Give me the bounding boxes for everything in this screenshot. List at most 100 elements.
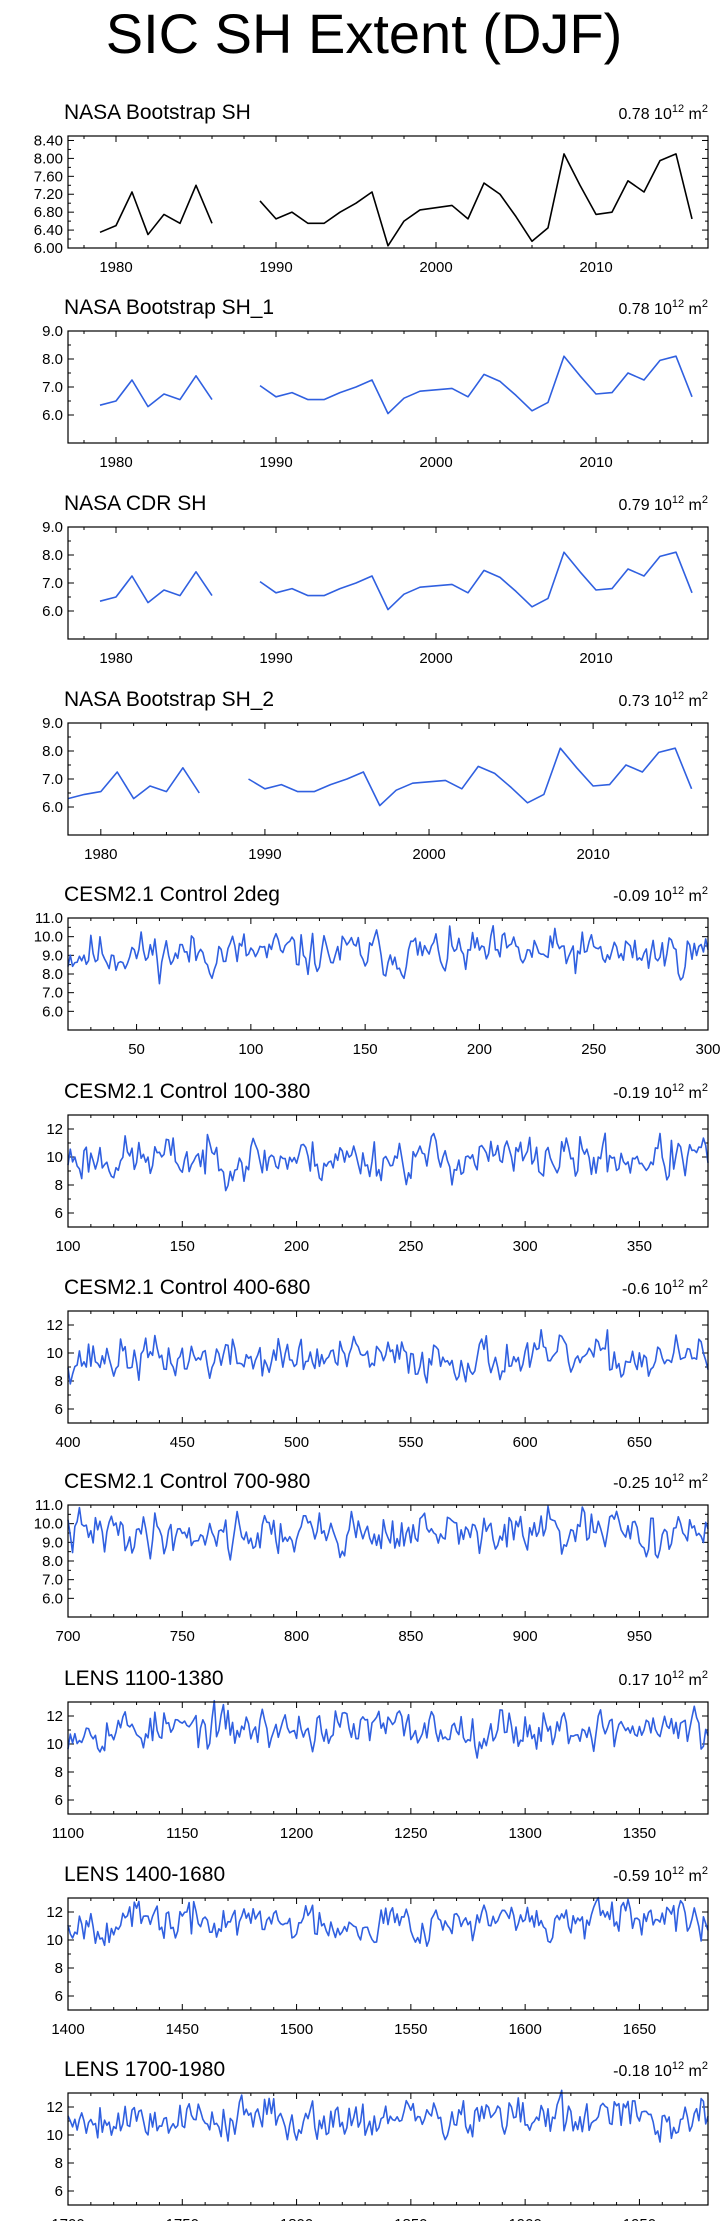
y-tick-label: 8.0: [42, 547, 63, 564]
y-tick-label: 7.20: [34, 186, 63, 203]
chart-panel: CESM2.1 Control 700-980 -0.25 1012 m26.07…: [34, 1470, 708, 1645]
y-tick-label: 8.0: [42, 1553, 63, 1570]
y-tick-label: 8: [55, 1177, 63, 1194]
trend-exponent: 12: [672, 2060, 684, 2072]
x-tick-label: 200: [284, 1238, 309, 1255]
chart-title: CESM2.1 Control 700-980: [64, 1470, 310, 1493]
trend-label: -0.19 1012 m2: [613, 1082, 708, 1102]
trend-unit-exponent: 2: [702, 885, 708, 897]
plot-frame: [68, 1505, 708, 1617]
chart-panels: NASA Bootstrap SH 0.78 1012 m26.006.406.8…: [0, 0, 728, 2221]
trend-value: 0.78 10: [618, 106, 671, 123]
trend-label: -0.09 1012 m2: [613, 885, 708, 905]
trend-label: -0.59 1012 m2: [613, 1865, 708, 1885]
chart-title: LENS 1100-1380: [64, 1667, 224, 1690]
plot-frame: [68, 1115, 708, 1227]
x-tick-label: 1100: [52, 1825, 84, 1842]
x-tick-label: 1990: [259, 650, 292, 667]
y-tick-label: 7.0: [42, 985, 63, 1002]
x-tick-label: 350: [627, 1238, 652, 1255]
y-tick-label: 10: [46, 1736, 63, 1753]
x-tick-label: 2010: [576, 846, 609, 863]
y-tick-label: 6: [55, 1401, 63, 1418]
x-tick-label: 1980: [99, 259, 132, 276]
x-tick-label: 2010: [579, 454, 612, 471]
plot-frame: [68, 918, 708, 1030]
y-tick-label: 8.00: [34, 150, 63, 167]
y-tick-label: 6.0: [42, 1003, 63, 1020]
trend-value: 0.73 10: [618, 693, 671, 710]
series-line: [100, 376, 212, 407]
y-tick-label: 10: [46, 1932, 63, 1949]
trend-exponent: 12: [672, 1472, 684, 1484]
trend-unit: m: [684, 301, 702, 318]
y-tick-label: 8.0: [42, 743, 63, 760]
y-tick-label: 9.0: [42, 1534, 63, 1551]
x-tick-label: 150: [353, 1041, 378, 1058]
x-tick-label: 1750: [166, 2216, 199, 2221]
trend-exponent: 12: [672, 885, 684, 897]
y-tick-label: 7.60: [34, 168, 63, 185]
x-tick-label: 250: [398, 1238, 423, 1255]
trend-unit: m: [684, 693, 702, 710]
trend-unit-exponent: 2: [702, 103, 708, 115]
trend-unit-exponent: 2: [702, 2060, 708, 2072]
x-tick-label: 1850: [394, 2216, 427, 2221]
trend-unit-exponent: 2: [702, 690, 708, 702]
x-tick-label: 1980: [84, 846, 117, 863]
trend-label: -0.18 1012 m2: [613, 2060, 708, 2080]
x-tick-label: 1300: [508, 1825, 541, 1842]
trend-exponent: 12: [672, 494, 684, 506]
x-tick-label: 100: [238, 1041, 263, 1058]
trend-unit-exponent: 2: [702, 1669, 708, 1681]
y-tick-label: 12: [46, 1317, 63, 1334]
trend-value: -0.6 10: [622, 1281, 672, 1298]
series-line: [68, 1701, 708, 1758]
x-tick-label: 450: [170, 1434, 195, 1451]
x-tick-label: 1250: [394, 1825, 427, 1842]
y-tick-label: 7.0: [42, 771, 63, 788]
series-line: [100, 185, 212, 234]
chart-title: CESM2.1 Control 100-380: [64, 1080, 310, 1103]
trend-label: -0.25 1012 m2: [613, 1472, 708, 1492]
chart-title: NASA Bootstrap SH_1: [64, 296, 274, 319]
x-tick-label: 500: [284, 1434, 309, 1451]
x-tick-label: 950: [627, 1628, 652, 1645]
chart-panel: NASA Bootstrap SH_2 0.73 1012 m26.07.08.0…: [42, 688, 708, 863]
chart-title: NASA CDR SH: [64, 492, 206, 515]
y-tick-label: 8: [55, 2155, 63, 2172]
trend-unit-exponent: 2: [702, 1278, 708, 1290]
y-tick-label: 9.0: [42, 715, 63, 732]
trend-exponent: 12: [672, 1278, 684, 1290]
y-tick-label: 7.0: [42, 575, 63, 592]
series-line: [260, 552, 692, 609]
x-tick-label: 300: [695, 1041, 720, 1058]
y-tick-label: 8: [55, 1960, 63, 1977]
chart-title: NASA Bootstrap SH: [64, 101, 251, 124]
trend-unit: m: [684, 1475, 702, 1492]
y-tick-label: 9.0: [42, 519, 63, 536]
trend-unit-exponent: 2: [702, 1082, 708, 1094]
x-tick-label: 2000: [419, 259, 452, 276]
x-tick-label: 2010: [579, 259, 612, 276]
chart-panel: LENS 1700-1980-0.18 1012 m26810121700175…: [46, 2058, 708, 2221]
x-tick-label: 650: [627, 1434, 652, 1451]
chart-panel: NASA Bootstrap SH 0.78 1012 m2 6.006.406.8…: [34, 101, 708, 276]
x-tick-label: 1900: [508, 2216, 541, 2221]
trend-unit-exponent: 2: [702, 298, 708, 310]
trend-value: 0.78 10: [618, 301, 671, 318]
chart-panel: NASA Bootstrap SH_1 0.78 1012 m2 6.0 7.0 8.0…: [42, 296, 708, 471]
x-tick-label: 550: [398, 1434, 423, 1451]
y-tick-label: 6.40: [34, 222, 63, 239]
x-tick-label: 2000: [419, 650, 452, 667]
trend-unit-exponent: 2: [702, 494, 708, 506]
x-tick-label: 1200: [280, 1825, 313, 1842]
x-tick-label: 750: [170, 1628, 195, 1645]
x-tick-label: 100: [55, 1238, 80, 1255]
x-tick-label: 50: [128, 1041, 145, 1058]
chart-title: CESM2.1 Control 2deg: [64, 883, 280, 906]
plot-frame: [68, 723, 708, 835]
series-line: [68, 1506, 708, 1560]
y-tick-label: 12: [46, 1904, 63, 1921]
x-tick-label: 1400: [51, 2021, 84, 2038]
